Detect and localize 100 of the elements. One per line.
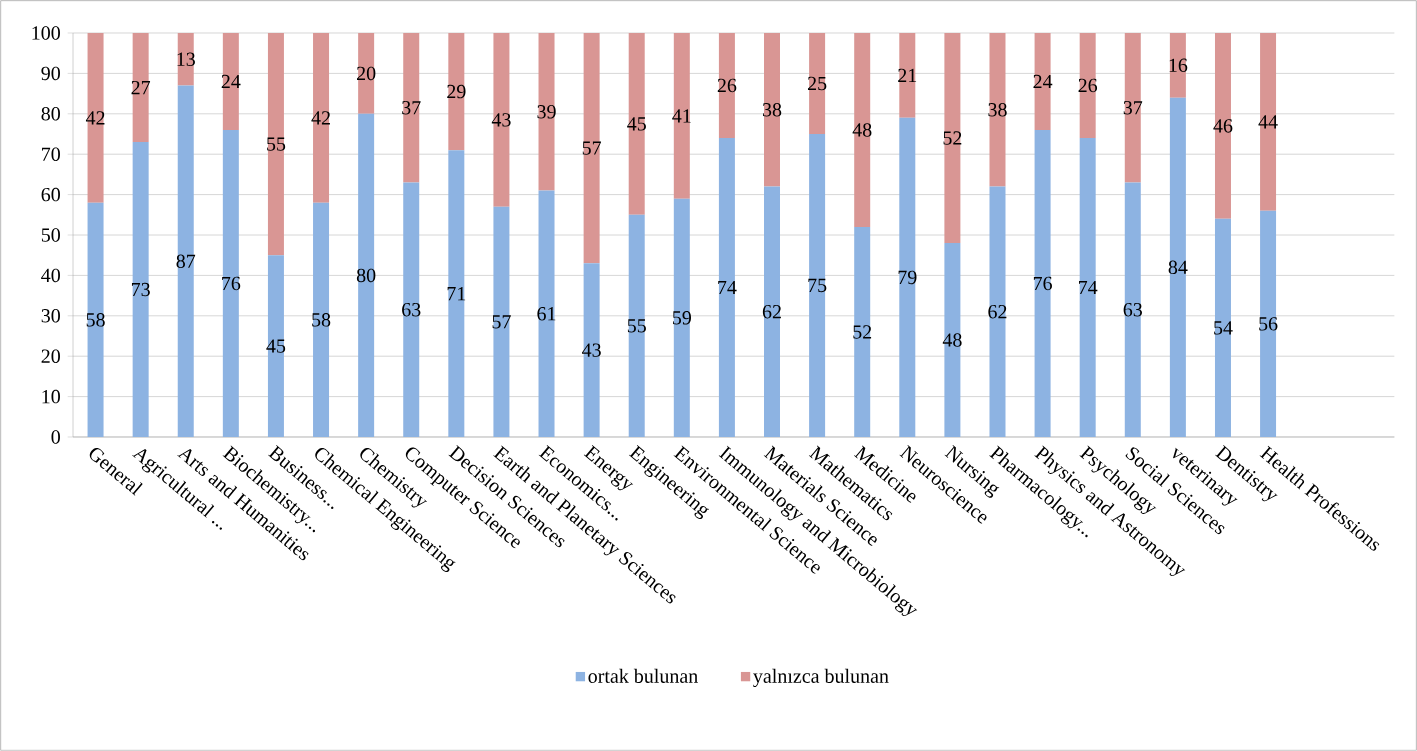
data-label: 45 [266,339,286,353]
y-tick-label: 80 [41,107,60,121]
y-tick-label: 50 [41,228,60,242]
bar [177,33,194,86]
bar [448,150,465,437]
bar [87,202,104,437]
bar [493,33,510,207]
data-label: 48 [942,333,962,347]
data-label: 44 [1258,115,1278,129]
data-label: 26 [717,78,737,93]
bar [1169,97,1186,437]
data-label: 61 [537,307,556,321]
data-label: 79 [898,270,917,285]
bar [583,263,600,437]
bar [313,33,330,203]
y-tick-label: 40 [41,268,60,283]
bar [809,33,826,134]
data-label: 45 [627,117,646,131]
data-label: 80 [356,268,376,283]
y-tick-label: 90 [41,66,60,81]
bar [267,33,284,256]
y-tick-label: 30 [41,309,60,323]
data-label: 57 [492,315,511,329]
data-label: 42 [311,111,330,125]
data-label: 38 [988,103,1007,117]
bar [1124,182,1141,437]
bar [1169,33,1186,98]
data-label: 76 [1033,276,1052,291]
y-tick-label: 70 [42,147,60,161]
data-label: 73 [131,282,150,297]
legend-label: yalnızca bulunan [753,668,889,688]
bar [222,129,239,437]
data-label: 63 [402,303,421,317]
y-tick-label: 20 [41,349,60,363]
data-label: 74 [1079,280,1098,295]
data-label: 55 [267,137,286,151]
bar [1034,33,1051,130]
bar [222,33,239,130]
data-label: 74 [718,280,737,295]
bar [1260,210,1277,437]
bar [764,186,781,437]
data-label: 62 [988,305,1007,319]
bar [583,33,600,264]
bar [809,134,826,437]
data-label: 27 [131,80,151,95]
bar [718,138,735,437]
data-label: 56 [1259,317,1278,331]
bar [313,202,330,437]
data-label: 37 [1123,101,1143,115]
data-label: 58 [312,313,331,327]
bar [493,206,510,437]
data-label: 37 [402,101,421,115]
bar [538,33,555,191]
data-label: 54 [1214,321,1233,335]
bar [538,190,555,437]
data-label: 38 [762,103,782,117]
data-label: 46 [1213,119,1233,133]
bar [448,33,465,151]
bar [132,142,149,437]
data-label: 52 [853,325,872,339]
y-tick-label: 60 [41,187,60,202]
bar [854,226,871,437]
data-label: 58 [86,313,105,327]
data-label: 13 [177,52,195,66]
bar [132,33,149,143]
bar [718,33,735,139]
bar [673,33,690,199]
bar [673,198,690,437]
data-label: 24 [1033,74,1053,89]
data-label: 75 [808,278,827,293]
data-label: 48 [852,123,872,137]
bar [1034,129,1051,437]
data-label: 39 [537,105,556,119]
data-label: 29 [447,84,466,99]
data-label: 62 [762,305,781,319]
bar [267,255,284,437]
y-tick-label: 10 [42,389,60,404]
data-label: 52 [943,131,962,145]
bar [628,214,645,437]
y-tick-label: 100 [32,26,60,40]
data-label: 71 [447,286,466,301]
data-label: 25 [807,76,827,91]
data-label: 55 [627,319,646,333]
bar [403,33,420,183]
bar [1214,218,1231,437]
data-label: 43 [582,343,601,357]
legend-label: ortak bulunan [588,668,698,683]
bar [899,33,916,118]
bar [87,33,104,203]
data-label: 20 [357,66,376,81]
data-label: 76 [222,276,241,291]
bar [403,182,420,437]
bar [1079,138,1096,437]
bar [854,33,871,227]
bar [989,186,1006,437]
data-label: 57 [582,141,602,155]
bar [1214,33,1231,219]
data-label: 42 [85,111,105,125]
bar [764,33,781,187]
data-label: 43 [491,113,511,127]
